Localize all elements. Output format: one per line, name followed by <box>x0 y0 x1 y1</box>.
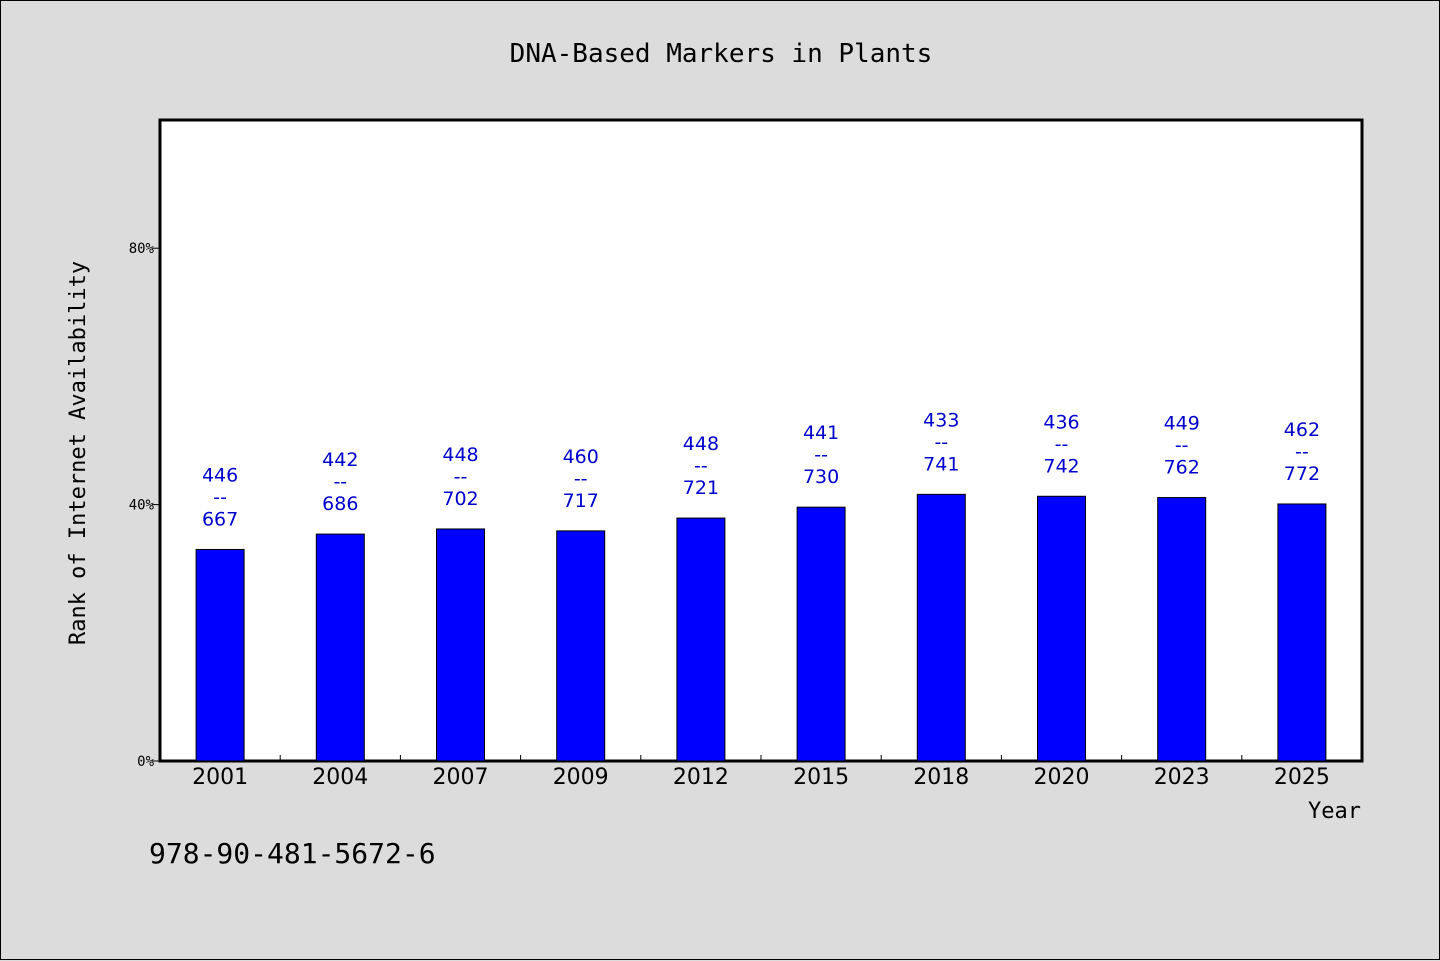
data-label: -- <box>1295 441 1309 463</box>
footer-isbn: 978-90-481-5672-6 <box>149 837 436 870</box>
data-label: 721 <box>683 477 719 499</box>
data-label: 433 <box>923 409 959 431</box>
bar-2001 <box>195 548 245 762</box>
data-label: 442 <box>322 449 358 471</box>
data-label: 460 <box>563 446 599 468</box>
x-tick-label: 2007 <box>433 765 489 790</box>
x-tick-label: 2020 <box>1034 765 1090 790</box>
bar-2020 <box>1037 495 1086 762</box>
x-axis: 2001 2004 2007 2009 2012 2015 2018 2020 2023 2025 <box>192 755 1330 790</box>
data-label: -- <box>814 444 828 466</box>
data-label: 449 <box>1164 413 1200 435</box>
x-tick-label: 2023 <box>1154 765 1210 790</box>
data-label: 448 <box>683 433 719 455</box>
x-tick-label: 2018 <box>913 765 969 790</box>
x-tick-label: 2015 <box>793 765 849 790</box>
x-tick-label: 2004 <box>312 765 368 790</box>
x-axis-label: Year <box>1308 799 1361 824</box>
data-label: -- <box>454 466 468 488</box>
data-label: 742 <box>1043 455 1079 477</box>
data-label: -- <box>333 471 347 493</box>
data-label: -- <box>213 486 227 508</box>
data-label: 717 <box>563 490 599 512</box>
y-tick-label: 0% <box>137 754 154 770</box>
data-label: -- <box>694 455 708 477</box>
chart-title: DNA-Based Markers in Plants <box>510 39 933 69</box>
bar-2009 <box>556 530 606 762</box>
x-tick-label: 2001 <box>192 765 248 790</box>
bar-2004 <box>315 533 365 762</box>
data-label: 762 <box>1164 457 1200 479</box>
bar-2018 <box>916 493 966 762</box>
y-tick-label: 40% <box>129 498 155 514</box>
y-tick-label: 80% <box>129 241 155 257</box>
data-label: 446 <box>202 464 238 486</box>
bar-2025 <box>1277 503 1327 762</box>
data-label: 441 <box>803 422 839 444</box>
data-label: 436 <box>1043 411 1079 433</box>
x-tick-label: 2012 <box>673 765 729 790</box>
data-label: 448 <box>442 444 478 466</box>
bar-series <box>195 493 1327 762</box>
data-label: 462 <box>1284 419 1320 441</box>
data-label: -- <box>574 468 588 490</box>
y-axis-label: Rank of Internet Availability <box>66 261 91 645</box>
data-label: 686 <box>322 493 358 515</box>
y-axis: 0% 40% 80% <box>129 241 160 770</box>
data-label: 730 <box>803 466 839 488</box>
data-label: -- <box>1055 433 1069 455</box>
data-label: 741 <box>923 453 959 475</box>
data-labels: 446--667442--686448--702460--717448--721… <box>202 409 1320 530</box>
x-tick-label: 2025 <box>1274 765 1330 790</box>
bar-2015 <box>796 506 846 762</box>
data-label: 667 <box>202 508 238 530</box>
data-label: -- <box>934 431 948 453</box>
data-label: -- <box>1175 435 1189 457</box>
data-label: 702 <box>442 488 478 510</box>
bar-2023 <box>1157 497 1207 762</box>
bar-2012 <box>676 517 726 762</box>
bar-2007 <box>436 528 485 762</box>
data-label: 772 <box>1284 463 1320 485</box>
x-tick-label: 2009 <box>553 765 609 790</box>
